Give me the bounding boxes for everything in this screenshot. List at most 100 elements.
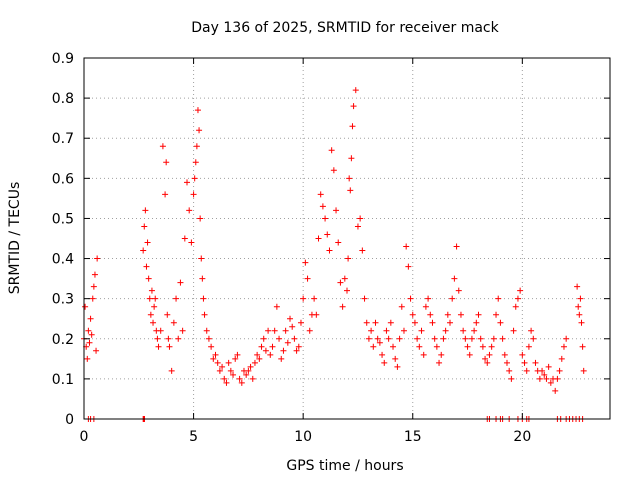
data-point <box>212 351 219 358</box>
data-point <box>349 123 356 130</box>
data-point <box>84 355 91 362</box>
data-point <box>162 191 169 198</box>
data-point <box>484 359 491 366</box>
data-point <box>560 343 567 350</box>
data-point <box>144 239 151 246</box>
data-point <box>140 247 147 254</box>
data-point <box>543 375 550 382</box>
data-point <box>479 343 486 350</box>
data-point <box>269 343 276 350</box>
data-point <box>447 319 454 326</box>
data-point <box>365 335 372 342</box>
data-point <box>407 295 414 302</box>
data-point <box>390 343 397 350</box>
data-point <box>150 319 157 326</box>
data-point <box>324 231 331 238</box>
data-point <box>453 243 460 250</box>
data-point <box>236 375 243 382</box>
data-point <box>499 335 506 342</box>
data-point <box>293 347 300 354</box>
data-point <box>578 319 585 326</box>
y-tick-label: 0 <box>65 412 74 428</box>
data-point <box>317 191 324 198</box>
data-point <box>200 295 207 302</box>
data-point <box>86 339 93 346</box>
data-point <box>525 343 532 350</box>
data-point <box>455 287 462 294</box>
data-point <box>330 167 337 174</box>
data-point <box>403 243 410 250</box>
data-point <box>503 359 510 366</box>
data-point <box>300 295 307 302</box>
data-point <box>517 287 524 294</box>
data-point <box>208 343 215 350</box>
data-point <box>201 311 208 318</box>
data-point <box>379 351 386 358</box>
data-point <box>188 239 195 246</box>
data-point <box>199 275 206 282</box>
data-point <box>431 335 438 342</box>
data-point <box>319 203 326 210</box>
data-point <box>302 259 309 266</box>
data-point <box>142 207 149 214</box>
data-point <box>497 319 504 326</box>
data-point <box>339 303 346 310</box>
data-point <box>554 375 561 382</box>
data-point <box>90 283 97 290</box>
data-point <box>363 319 370 326</box>
data-point <box>416 343 423 350</box>
grid-lines <box>84 58 610 419</box>
data-point <box>400 327 407 334</box>
x-tick-label: 15 <box>404 429 422 445</box>
data-point <box>396 335 403 342</box>
data-point <box>361 295 368 302</box>
data-point <box>328 147 335 154</box>
data-point <box>154 335 161 342</box>
data-point <box>297 319 304 326</box>
data-point <box>341 275 348 282</box>
data-point <box>214 359 221 366</box>
data-point <box>425 295 432 302</box>
data-point <box>506 367 513 374</box>
data-point <box>556 367 563 374</box>
data-point <box>91 271 98 278</box>
data-point <box>510 327 517 334</box>
data-point <box>192 159 199 166</box>
data-point <box>254 351 261 358</box>
data-point <box>383 327 390 334</box>
data-point <box>574 283 581 290</box>
data-point <box>376 339 383 346</box>
data-point <box>148 287 155 294</box>
data-point <box>374 335 381 342</box>
data-point <box>168 367 175 374</box>
data-point <box>166 343 173 350</box>
data-point <box>256 355 263 362</box>
data-point <box>165 335 172 342</box>
data-point <box>322 215 329 222</box>
data-point <box>193 143 200 150</box>
data-point <box>381 359 388 366</box>
data-point <box>221 375 228 382</box>
data-point <box>348 155 355 162</box>
data-point <box>436 359 443 366</box>
data-point <box>173 295 180 302</box>
data-point <box>184 179 191 186</box>
data-point <box>227 367 234 374</box>
data-point <box>429 319 436 326</box>
data-point <box>258 343 265 350</box>
data-point <box>466 351 473 358</box>
data-point <box>88 331 95 338</box>
data-point <box>530 335 537 342</box>
data-point <box>311 295 318 302</box>
y-axis-label: SRMTID / TECUs <box>7 182 23 295</box>
data-point <box>545 363 552 370</box>
data-point <box>387 319 394 326</box>
data-point <box>238 379 245 386</box>
data-point <box>433 343 440 350</box>
data-point <box>359 247 366 254</box>
data-point <box>558 355 565 362</box>
data-point <box>181 235 188 242</box>
data-point <box>265 327 272 334</box>
data-point <box>85 327 92 334</box>
